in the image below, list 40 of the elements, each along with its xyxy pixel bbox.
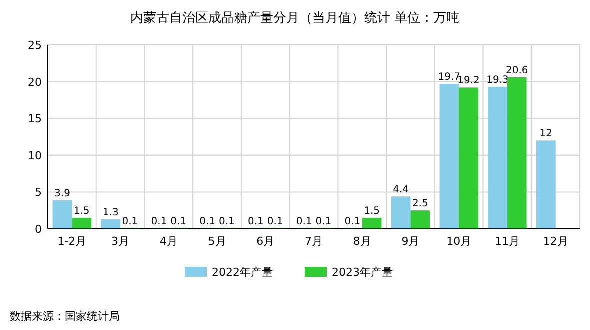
data-label: 12 — [540, 128, 553, 140]
data-label: 0.1 — [344, 216, 361, 228]
y-tick-label: 5 — [35, 186, 42, 200]
data-label: 0.1 — [267, 216, 284, 228]
x-tick-label: 4月 — [160, 235, 178, 248]
x-tick-label: 11月 — [494, 235, 520, 248]
x-tick-label: 10月 — [446, 235, 472, 248]
data-label: 1.5 — [74, 206, 90, 217]
x-tick-label: 6月 — [256, 235, 275, 248]
data-label: 0.1 — [296, 216, 312, 228]
y-tick-label: 0 — [35, 223, 42, 236]
x-tick-label: 1-2月 — [58, 235, 87, 248]
y-tick-label: 15 — [28, 112, 42, 126]
x-tick-label: 12月 — [543, 235, 568, 248]
source-note: 数据来源：国家统计局 — [10, 310, 120, 323]
data-label: 0.1 — [170, 216, 187, 228]
data-label: 2.5 — [412, 198, 428, 210]
data-label: 0.1 — [316, 216, 332, 228]
y-tick-label: 20 — [28, 76, 42, 89]
data-label: 0.1 — [151, 216, 168, 228]
y-tick-label: 25 — [28, 39, 42, 52]
x-tick-label: 5月 — [208, 235, 226, 248]
data-label: 20.6 — [506, 65, 528, 76]
data-label: 1.5 — [364, 206, 380, 217]
legend-label: 2023年产量 — [332, 266, 393, 279]
chart-title: 内蒙古自治区成品糖产量分月（当月值）统计 单位：万吨 — [130, 11, 460, 26]
data-label: 3.9 — [54, 188, 70, 200]
data-label: 0.1 — [248, 216, 264, 228]
legend-label: 2022年产量 — [212, 266, 273, 279]
data-label: 0.1 — [122, 216, 138, 228]
data-label: 19.2 — [458, 76, 480, 87]
data-label: 0.1 — [200, 216, 216, 228]
data-label: 1.3 — [102, 207, 119, 218]
data-label: 4.4 — [393, 184, 410, 196]
x-tick-label: 7月 — [305, 235, 323, 248]
x-tick-label: 8月 — [353, 235, 372, 248]
x-tick-label: 3月 — [112, 235, 130, 248]
data-label: 0.1 — [218, 216, 235, 228]
y-tick-label: 10 — [28, 149, 42, 162]
x-tick-label: 9月 — [402, 235, 420, 248]
